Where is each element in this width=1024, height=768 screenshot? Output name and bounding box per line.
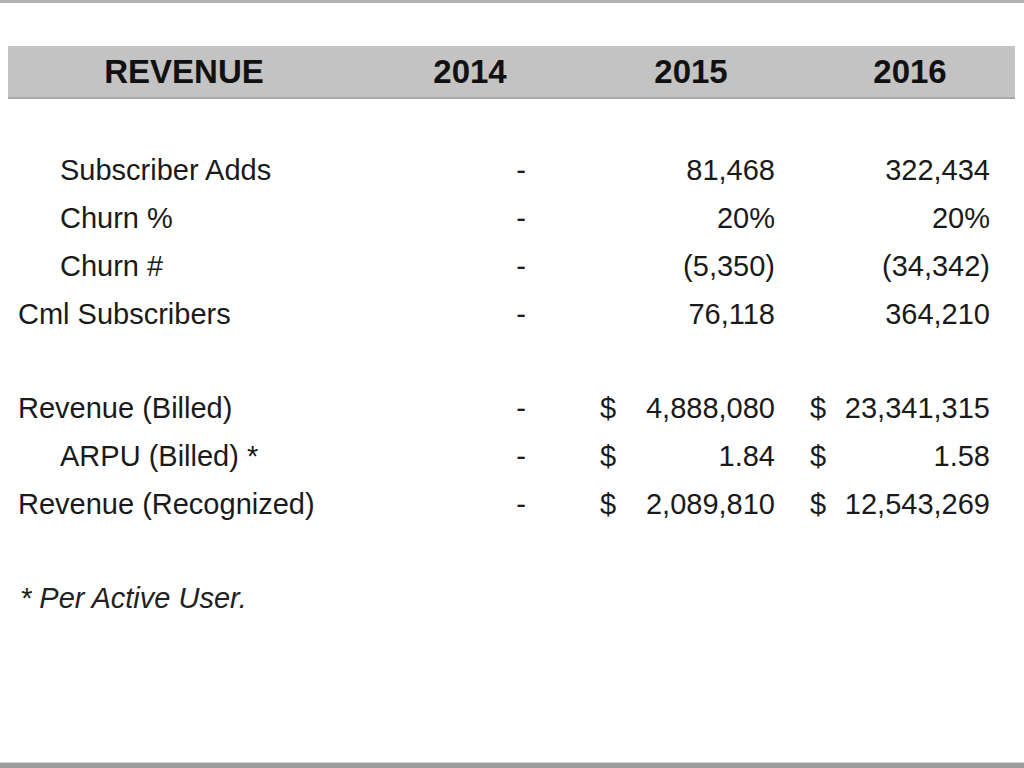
cell-2015: 81,468 — [532, 146, 783, 194]
row-label: ARPU (Billed) * — [0, 432, 360, 480]
currency-sign: $ — [810, 384, 826, 432]
cell-2016: (34,342) — [783, 242, 998, 290]
cell-2014-dash: - — [360, 194, 532, 242]
cell-2016: 322,434 — [783, 146, 998, 194]
currency-sign: $ — [600, 384, 616, 432]
row-label: Revenue (Recognized) — [0, 480, 360, 528]
row-label: Churn % — [0, 194, 360, 242]
cell-2016: $12,543,269 — [783, 480, 998, 528]
amount: (34,342) — [882, 242, 990, 290]
amount: 76,118 — [688, 290, 775, 338]
cell-2016: 20% — [783, 194, 998, 242]
header-title: REVENUE — [8, 46, 360, 97]
table-row-churn-num: Churn # - (5,350) (34,342) — [0, 242, 1024, 290]
amount: 20% — [932, 194, 990, 242]
top-edge-bar — [0, 0, 1024, 3]
currency-sign: $ — [600, 480, 616, 528]
section-gap — [0, 528, 1024, 574]
amount: 12,543,269 — [845, 480, 990, 528]
cell-2014-dash: - — [360, 242, 532, 290]
table-row-revenue-billed: Revenue (Billed) - $4,888,080 $23,341,31… — [0, 384, 1024, 432]
cell-2016: 364,210 — [783, 290, 998, 338]
bottom-edge-bar — [0, 762, 1024, 768]
amount: 1.58 — [934, 432, 990, 480]
amount: 23,341,315 — [845, 384, 990, 432]
table-row-arpu-billed: ARPU (Billed) * - $1.84 $1.58 — [0, 432, 1024, 480]
currency-sign: $ — [810, 480, 826, 528]
slide-page: REVENUE 2014 2015 2016 Subscriber Adds -… — [0, 0, 1024, 768]
table-body: Subscriber Adds - 81,468 322,434 Churn %… — [0, 146, 1024, 622]
cell-2015: $1.84 — [532, 432, 783, 480]
header-year-2015: 2015 — [532, 46, 783, 97]
cell-2014-dash: - — [360, 146, 532, 194]
amount: 1.84 — [719, 432, 775, 480]
row-label: Cml Subscribers — [0, 290, 360, 338]
amount: 2,089,810 — [646, 480, 775, 528]
table-row-subscriber-adds: Subscriber Adds - 81,468 322,434 — [0, 146, 1024, 194]
header-year-2014: 2014 — [360, 46, 532, 97]
footnote-per-active-user: * Per Active User. — [0, 574, 1024, 622]
amount: 81,468 — [686, 146, 775, 194]
amount: 322,434 — [885, 146, 990, 194]
cell-2015: (5,350) — [532, 242, 783, 290]
table-row-churn-pct: Churn % - 20% 20% — [0, 194, 1024, 242]
cell-2015: $2,089,810 — [532, 480, 783, 528]
row-label: Subscriber Adds — [0, 146, 360, 194]
row-label: Churn # — [0, 242, 360, 290]
cell-2014-dash: - — [360, 432, 532, 480]
cell-2015: 20% — [532, 194, 783, 242]
amount: 20% — [717, 194, 775, 242]
amount: 364,210 — [885, 290, 990, 338]
cell-2016: $23,341,315 — [783, 384, 998, 432]
header-year-2016: 2016 — [783, 46, 998, 97]
section-gap — [0, 338, 1024, 384]
currency-sign: $ — [600, 432, 616, 480]
table-row-cml-subscribers: Cml Subscribers - 76,118 364,210 — [0, 290, 1024, 338]
cell-2014-dash: - — [360, 480, 532, 528]
table-header-row: REVENUE 2014 2015 2016 — [8, 46, 1015, 99]
cell-2015: 76,118 — [532, 290, 783, 338]
cell-2014-dash: - — [360, 384, 532, 432]
currency-sign: $ — [810, 432, 826, 480]
amount: (5,350) — [683, 242, 775, 290]
amount: 4,888,080 — [646, 384, 775, 432]
row-label: Revenue (Billed) — [0, 384, 360, 432]
cell-2014-dash: - — [360, 290, 532, 338]
cell-2015: $4,888,080 — [532, 384, 783, 432]
cell-2016: $1.58 — [783, 432, 998, 480]
table-row-revenue-recognized: Revenue (Recognized) - $2,089,810 $12,54… — [0, 480, 1024, 528]
